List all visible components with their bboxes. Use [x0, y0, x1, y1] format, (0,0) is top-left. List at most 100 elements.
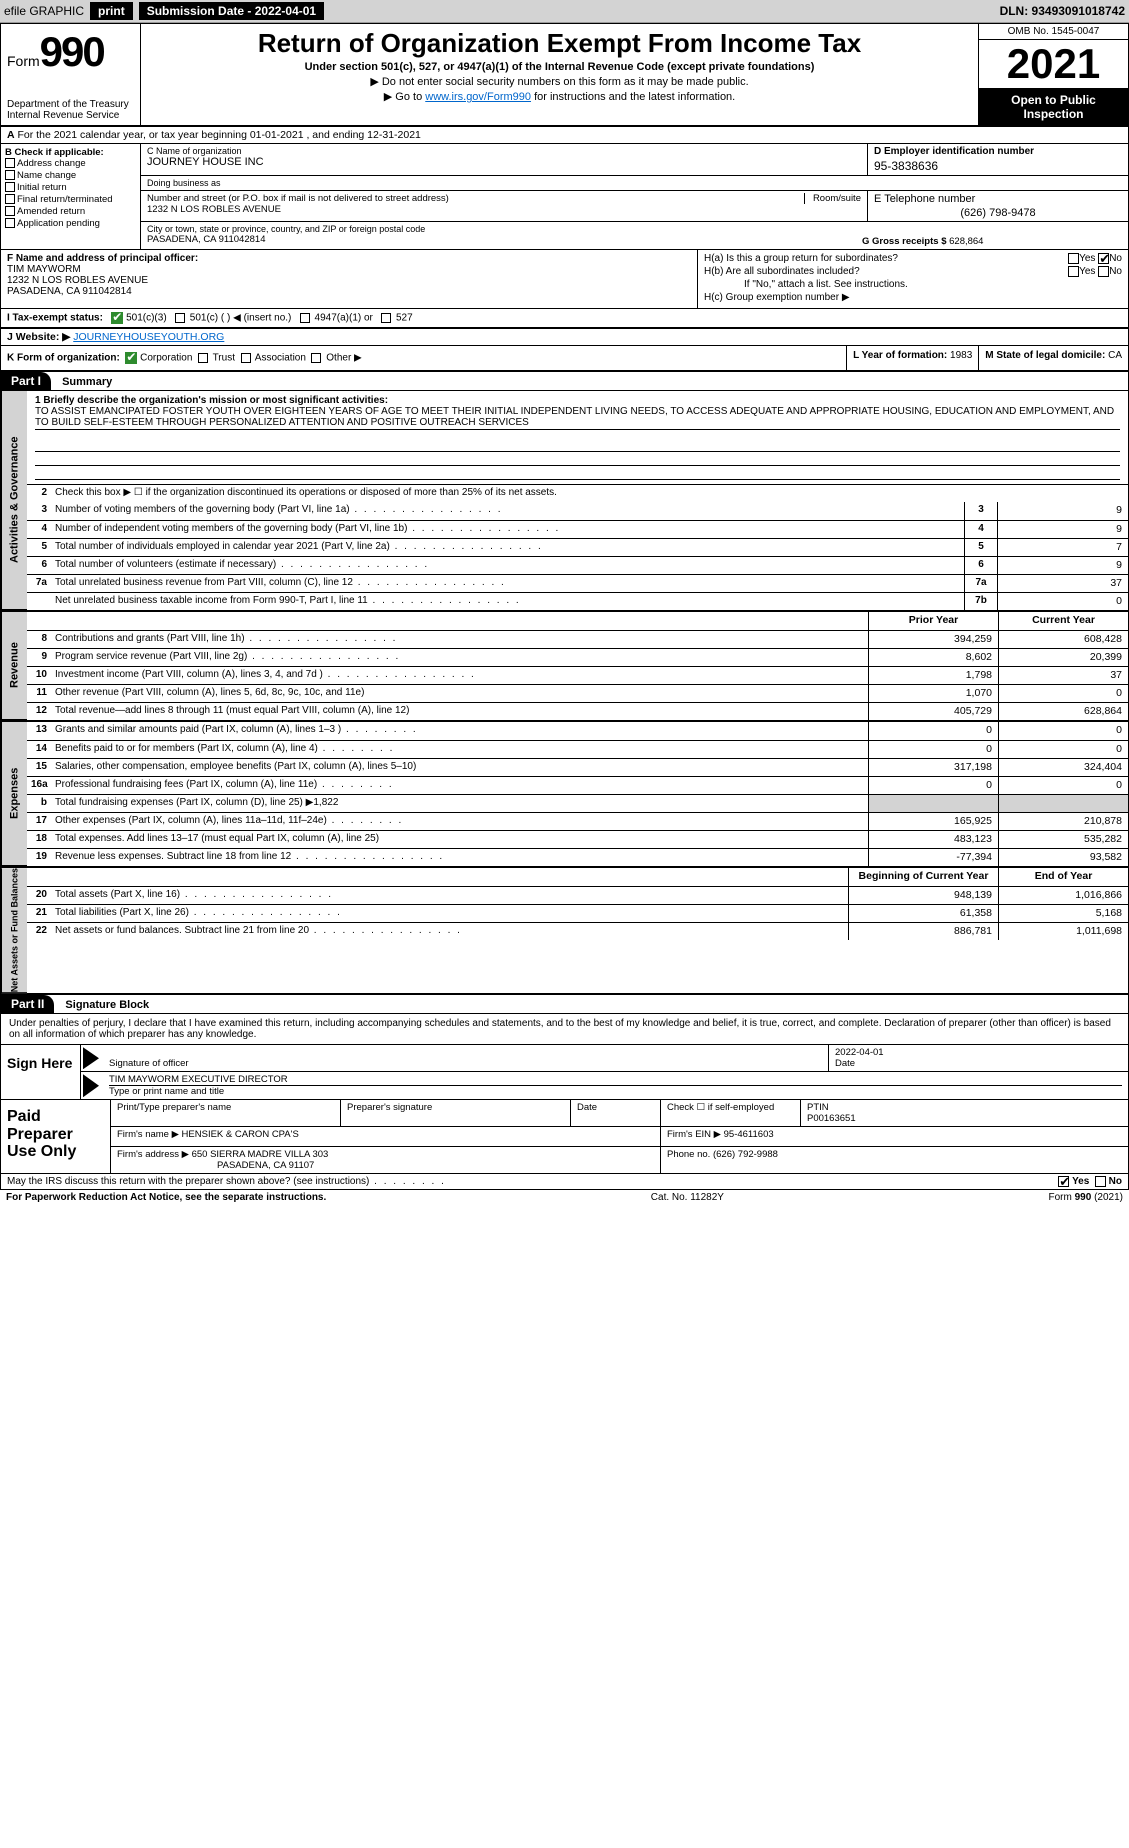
officer-name: TIM MAYWORM — [7, 264, 691, 275]
street-box: Number and street (or P.O. box if mail i… — [141, 191, 868, 221]
submission-date: Submission Date - 2022-04-01 — [139, 2, 324, 20]
dln: DLN: 93493091018742 — [1000, 4, 1125, 18]
irs-label: Internal Revenue Service — [7, 110, 134, 121]
header-row: Form990 Department of the Treasury Inter… — [1, 24, 1128, 127]
header-left: Form990 Department of the Treasury Inter… — [1, 24, 141, 125]
cat-no: Cat. No. 11282Y — [651, 1192, 724, 1203]
row-k: K Form of organization: Corporation Trus… — [1, 346, 1128, 372]
org-name-box: C Name of organization JOURNEY HOUSE INC — [141, 144, 868, 175]
cb-trust[interactable] — [198, 353, 208, 363]
cb-final-return[interactable] — [5, 194, 15, 204]
form-number: 990 — [40, 28, 104, 75]
tax-year: 2021 — [979, 40, 1128, 89]
line6-val: 9 — [998, 557, 1128, 574]
ein-value: 95-3838636 — [874, 159, 1122, 173]
h-a-no[interactable] — [1098, 253, 1109, 264]
mission-block: 1 Briefly describe the organization's mi… — [27, 391, 1128, 484]
h-b-no[interactable] — [1098, 266, 1109, 277]
form-label-bottom: Form 990 (2021) — [1049, 1192, 1123, 1203]
h-box: H(a) Is this a group return for subordin… — [698, 250, 1128, 308]
dept-treasury: Department of the Treasury — [7, 99, 134, 110]
top-bar: efile GRAPHIC print Submission Date - 20… — [0, 0, 1129, 23]
street-val: 1232 N LOS ROBLES AVENUE — [147, 204, 861, 215]
col-c: C Name of organization JOURNEY HOUSE INC… — [141, 144, 1128, 249]
penalty-text: Under penalties of perjury, I declare th… — [1, 1014, 1128, 1044]
cb-address-change[interactable] — [5, 158, 15, 168]
sig-date: 2022-04-01 — [835, 1047, 884, 1058]
firm-ein: 95-4611603 — [724, 1129, 774, 1140]
side-label-governance: Activities & Governance — [1, 391, 27, 610]
sig-arrow-icon — [83, 1047, 99, 1069]
tax-exempt-row: I Tax-exempt status: 501(c)(3) 501(c) ( … — [1, 309, 1128, 328]
cb-application-pending[interactable] — [5, 218, 15, 228]
preparer-phone: (626) 792-9988 — [713, 1149, 778, 1160]
org-name: JOURNEY HOUSE INC — [147, 156, 861, 168]
line3-val: 9 — [998, 502, 1128, 520]
section-b-c-d: B Check if applicable: Address change Na… — [1, 144, 1128, 250]
form-note2: ▶ Go to www.irs.gov/Form990 for instruct… — [151, 90, 968, 103]
cb-assoc[interactable] — [241, 353, 251, 363]
b-title: B Check if applicable: — [5, 147, 136, 158]
line7b-val: 0 — [998, 593, 1128, 610]
side-label-revenue: Revenue — [1, 612, 27, 720]
expenses-section: Expenses 13Grants and similar amounts pa… — [1, 720, 1128, 866]
net-assets-section: Net Assets or Fund Balances Beginning of… — [1, 866, 1128, 993]
line8-prior: 394,259 — [868, 631, 998, 648]
line5-val: 7 — [998, 539, 1128, 556]
cb-amended[interactable] — [5, 206, 15, 216]
line7a-val: 37 — [998, 575, 1128, 592]
cb-other[interactable] — [311, 353, 321, 363]
form-title: Return of Organization Exempt From Incom… — [151, 28, 968, 59]
discuss-row: May the IRS discuss this return with the… — [1, 1173, 1128, 1189]
city-val: PASADENA, CA 911042814 — [147, 234, 862, 245]
activities-governance-section: Activities & Governance 1 Briefly descri… — [1, 391, 1128, 610]
paid-preparer-label: Paid Preparer Use Only — [1, 1100, 111, 1173]
state-domicile: CA — [1108, 350, 1122, 361]
bottom-note: For Paperwork Reduction Act Notice, see … — [0, 1190, 1129, 1205]
cb-name-change[interactable] — [5, 170, 15, 180]
sign-here-label: Sign Here — [1, 1045, 81, 1099]
part-2-header: Part II Signature Block — [1, 993, 1128, 1014]
cb-501c[interactable] — [175, 313, 185, 323]
paid-preparer-block: Paid Preparer Use Only Print/Type prepar… — [1, 1099, 1128, 1173]
ein-box: D Employer identification number 95-3838… — [868, 144, 1128, 175]
cb-501c3[interactable] — [111, 312, 123, 324]
header-mid: Return of Organization Exempt From Incom… — [141, 24, 978, 125]
cb-initial-return[interactable] — [5, 182, 15, 192]
cb-4947[interactable] — [300, 313, 310, 323]
omb-number: OMB No. 1545-0047 — [979, 24, 1128, 40]
part-1-header: Part I Summary — [1, 372, 1128, 391]
form-subtitle: Under section 501(c), 527, or 4947(a)(1)… — [151, 61, 968, 73]
discuss-yes[interactable] — [1058, 1176, 1069, 1187]
efile-label: efile GRAPHIC — [4, 4, 84, 18]
cb-527[interactable] — [381, 313, 391, 323]
row-a-tax-year: A For the 2021 calendar year, or tax yea… — [1, 127, 1128, 144]
h-b-yes[interactable] — [1068, 266, 1079, 277]
website-link[interactable]: JOURNEYHOUSEYOUTH.ORG — [73, 331, 224, 343]
open-to-public: Open to Public Inspection — [979, 89, 1128, 125]
form-prefix: Form — [7, 53, 40, 69]
cb-corp[interactable] — [125, 352, 137, 364]
sig-arrow-icon-2 — [83, 1074, 99, 1097]
side-label-expenses: Expenses — [1, 722, 27, 866]
col-b-checkboxes: B Check if applicable: Address change Na… — [1, 144, 141, 249]
officer-name-title: TIM MAYWORM EXECUTIVE DIRECTOR — [109, 1074, 1122, 1085]
header-right: OMB No. 1545-0047 2021 Open to Public In… — [978, 24, 1128, 125]
line8-curr: 608,428 — [998, 631, 1128, 648]
gross-receipts: G Gross receipts $ 628,864 — [862, 224, 1122, 247]
phone-val: (626) 798-9478 — [874, 207, 1122, 219]
year-formation: 1983 — [950, 350, 972, 361]
signature-block: Under penalties of perjury, I declare th… — [1, 1014, 1128, 1189]
line4-val: 9 — [998, 521, 1128, 538]
print-button[interactable]: print — [90, 2, 133, 20]
firm-name: HENSIEK & CARON CPA'S — [182, 1129, 299, 1140]
revenue-section: Revenue Prior YearCurrent Year 8Contribu… — [1, 610, 1128, 720]
irs-link[interactable]: www.irs.gov/Form990 — [425, 91, 531, 103]
officer-box: F Name and address of principal officer:… — [1, 250, 698, 308]
section-f-h: F Name and address of principal officer:… — [1, 250, 1128, 309]
form-990-body: Form990 Department of the Treasury Inter… — [0, 23, 1129, 1190]
website-row: J Website: ▶ JOURNEYHOUSEYOUTH.ORG — [1, 329, 1128, 346]
side-label-netassets: Net Assets or Fund Balances — [1, 868, 27, 993]
h-a-yes[interactable] — [1068, 253, 1079, 264]
discuss-no[interactable] — [1095, 1176, 1106, 1187]
